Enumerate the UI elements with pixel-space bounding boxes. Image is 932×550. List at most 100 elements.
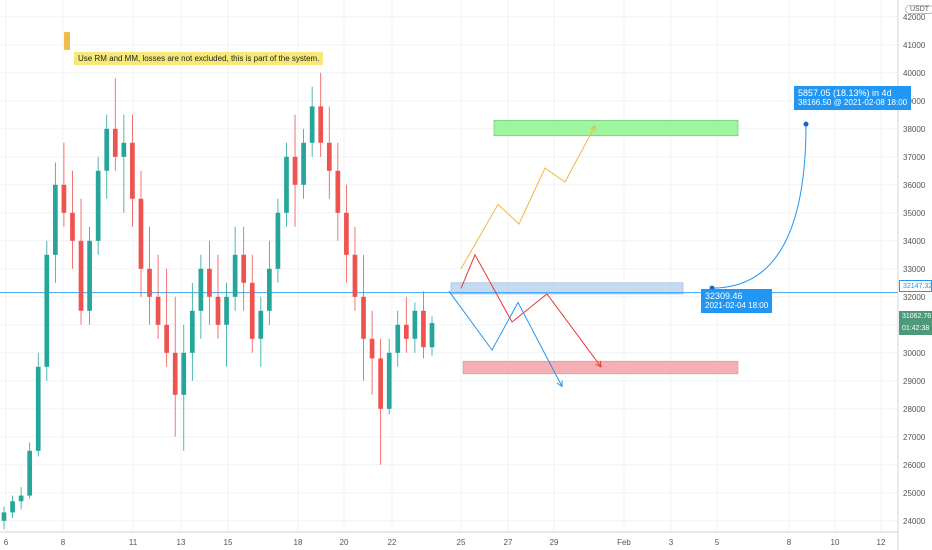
candle-body [301, 142, 306, 185]
y-tick-label: 30000 [903, 349, 926, 358]
x-tick-label: 27 [504, 538, 513, 547]
y-tick-label: 41000 [903, 41, 926, 50]
candle-body [224, 296, 229, 325]
x-tick-label: 8 [61, 538, 66, 547]
y-tick-label: 28000 [903, 405, 926, 414]
measure-sub: 38166.50 @ 2021-02-08 18:00 [798, 98, 908, 107]
candle-body [181, 352, 187, 395]
candle-body [344, 212, 349, 255]
x-tick-label: Feb [617, 538, 631, 547]
candle-body [267, 268, 272, 311]
y-tick-label: 38000 [903, 125, 926, 134]
candle-body [318, 106, 324, 143]
candle-body [421, 310, 426, 348]
candle-body [429, 323, 435, 348]
y-tick-label: 34000 [903, 237, 926, 246]
candle-body [403, 324, 409, 339]
chart-note[interactable]: Use RM and MM, losses are not excluded, … [74, 52, 324, 65]
candle-body [309, 106, 315, 143]
start-label[interactable]: 32309.46 2021-02-04 18:00 [701, 289, 773, 313]
x-tick-label: 5 [715, 538, 720, 547]
x-tick-label: 18 [294, 538, 303, 547]
measure-main: 5857.05 (18.13%) in 4d [798, 88, 892, 98]
y-tick-label: 29000 [903, 377, 926, 386]
x-tick-label: 13 [177, 538, 186, 547]
y-tick-label: 42000 [903, 13, 926, 22]
y-tick-label: 35000 [903, 209, 926, 218]
currency-badge[interactable]: USDT [905, 5, 932, 14]
candle-body [44, 254, 50, 367]
measure-label[interactable]: 5857.05 (18.13%) in 4d 38166.50 @ 2021-0… [794, 86, 912, 110]
candle-body [87, 240, 92, 311]
x-tick-label: 6 [4, 538, 9, 547]
countdown-tag: 01:42:38 [899, 323, 932, 335]
y-tick-label: 24000 [903, 517, 926, 526]
start-date: 2021-02-04 18:00 [705, 301, 769, 310]
candle-body [284, 156, 289, 213]
candle-body [121, 142, 127, 157]
x-tick-label: 15 [224, 538, 233, 547]
x-tick-label: 12 [877, 538, 886, 547]
x-tick-label: 11 [129, 538, 138, 547]
y-tick-label: 26000 [903, 461, 926, 470]
candle-body [189, 310, 195, 353]
measure-curve [711, 124, 807, 289]
candle-body [104, 128, 110, 171]
candle-body [207, 268, 212, 297]
x-tick-label: 20 [340, 538, 349, 547]
candle-body [258, 310, 264, 339]
projection-arrowhead-blue [556, 380, 563, 388]
y-tick-label: 25000 [903, 489, 926, 498]
candle-body [412, 310, 418, 339]
y-tick-label: 40000 [903, 69, 926, 78]
candle-body [352, 254, 358, 297]
candle-body [138, 198, 144, 269]
candle-body [198, 268, 204, 311]
y-tick-label: 37000 [903, 153, 926, 162]
projection-arrowhead-red [595, 360, 602, 368]
candle-body [215, 296, 221, 325]
candle-body [147, 268, 152, 297]
candle-body [386, 352, 392, 409]
candle-body [172, 352, 178, 395]
projection-path-blue [448, 290, 563, 387]
candle-body [35, 366, 41, 451]
candle-body [155, 296, 161, 325]
x-tick-label: 3 [669, 538, 674, 547]
zone-green-target [493, 120, 739, 137]
candle-body [70, 212, 75, 241]
candle-body [95, 170, 101, 241]
candle-body [395, 324, 401, 353]
y-tick-label: 36000 [903, 181, 926, 190]
candle-body [78, 240, 84, 311]
candle-body [112, 128, 118, 157]
candle-body [369, 338, 375, 359]
y-tick-label: 32000 [903, 293, 926, 302]
candle-body [53, 184, 58, 255]
projection-path-red [460, 253, 602, 368]
candle-body [292, 156, 298, 185]
candle-body [241, 254, 247, 283]
projection-arrowhead-orange [589, 125, 596, 133]
candle-body [378, 358, 383, 409]
x-tick-label: 25 [457, 538, 466, 547]
current-price-tag: 31062.76 [899, 311, 932, 323]
candle-body [1, 512, 7, 521]
start-price: 32309.46 [705, 291, 743, 301]
x-tick-label: 22 [388, 538, 397, 547]
candle-body [164, 324, 169, 353]
y-tick-label: 39000 [903, 97, 926, 106]
candle-body [249, 282, 255, 339]
x-tick-label: 10 [831, 538, 840, 547]
candle-body [361, 296, 366, 339]
candle-body [130, 142, 135, 199]
note-marker[interactable] [64, 32, 70, 50]
zone-blue-entry [450, 282, 684, 295]
y-tick-label: 33000 [903, 265, 926, 274]
projection-path-orange [460, 125, 596, 270]
line-price-tag: 32147.32 [899, 280, 932, 292]
candle-body [27, 450, 33, 496]
x-tick-label: 8 [787, 538, 792, 547]
